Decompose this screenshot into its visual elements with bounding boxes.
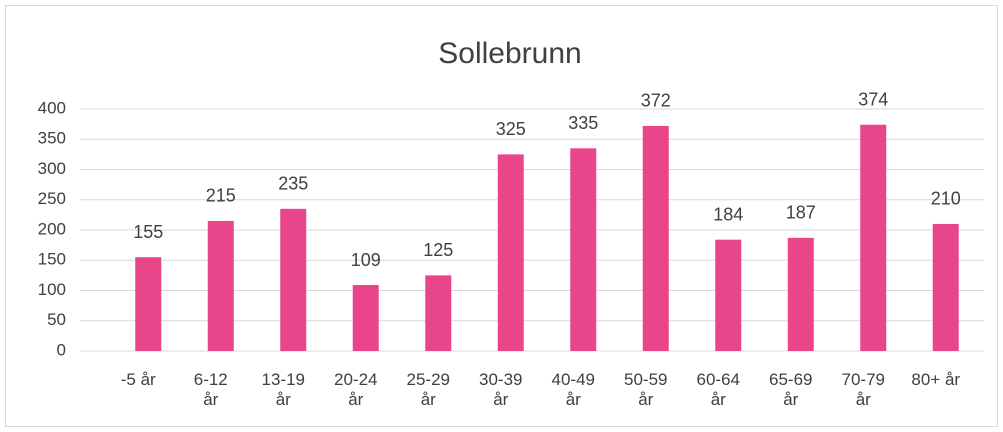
- data-label: 235: [278, 174, 308, 194]
- y-tick-label: 150: [38, 250, 66, 269]
- y-tick-label: 50: [47, 310, 66, 329]
- x-tick-label: 65-69 år: [769, 370, 813, 409]
- x-tick-label: 30-39 år: [479, 370, 523, 409]
- bar: [425, 275, 452, 351]
- data-label: 109: [351, 250, 381, 270]
- x-tick-label: 25-29 år: [406, 370, 450, 409]
- y-tick-label: 400: [38, 98, 66, 117]
- data-label: 210: [931, 189, 961, 209]
- x-tick-label: 20-24 år: [334, 370, 378, 409]
- data-label: 335: [568, 113, 598, 133]
- bar: [207, 220, 234, 351]
- y-tick-label: 250: [38, 189, 66, 208]
- y-tick-label: 300: [38, 159, 66, 178]
- data-label: 372: [641, 91, 671, 111]
- bar: [570, 148, 597, 351]
- x-tick-label: 6-12 år: [193, 370, 228, 409]
- data-label: 187: [786, 203, 816, 223]
- x-tick-label: 50-59 år: [624, 370, 668, 409]
- bar: [932, 223, 959, 351]
- bar: [352, 285, 379, 351]
- data-label: 125: [423, 240, 453, 260]
- y-tick-label: 0: [57, 340, 66, 359]
- bar: [497, 154, 524, 351]
- data-label: 325: [496, 119, 526, 139]
- y-tick-label: 200: [38, 219, 66, 238]
- x-tick-label: 40-49 år: [551, 370, 595, 409]
- y-tick-label: 100: [38, 280, 66, 299]
- x-tick-label: 60-64 år: [696, 370, 740, 409]
- chart-title: Sollebrunn: [438, 37, 581, 70]
- data-label: 215: [206, 186, 236, 206]
- data-label: 155: [133, 222, 163, 242]
- data-label: 374: [858, 89, 888, 109]
- y-tick-label: 350: [38, 129, 66, 148]
- bar: [280, 208, 307, 351]
- x-tick-label: 80+ år: [911, 370, 961, 389]
- bar: [715, 239, 742, 351]
- data-label: 184: [713, 204, 743, 224]
- x-tick-label: -5 år: [120, 370, 156, 389]
- bar: [642, 125, 669, 351]
- bar: [135, 257, 162, 351]
- x-tick-label: 13-19 år: [261, 370, 305, 409]
- x-tick-label: 70-79 år: [841, 370, 885, 409]
- bar: [860, 124, 887, 351]
- bar: [787, 237, 814, 351]
